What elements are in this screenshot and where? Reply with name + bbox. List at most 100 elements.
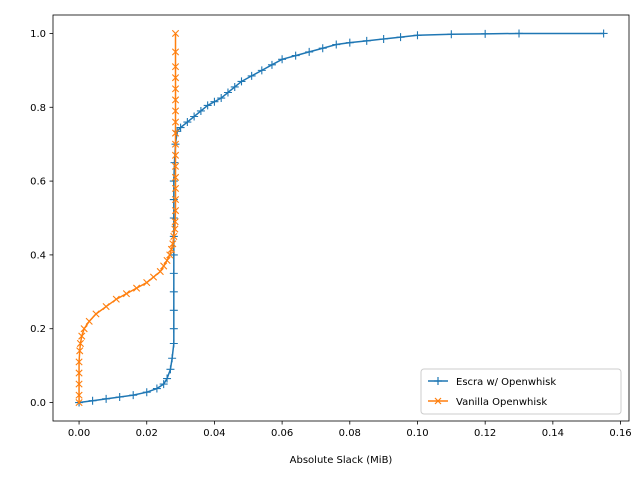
- plot-series: [75, 29, 608, 407]
- series-marker-0: [362, 36, 371, 45]
- series-marker-0: [203, 101, 212, 110]
- x-tick-label: 0.08: [339, 428, 361, 439]
- series-marker-0: [163, 374, 172, 383]
- series-marker-0: [210, 97, 219, 106]
- legend-marker-escra: [434, 377, 442, 385]
- series-marker-0: [267, 60, 276, 69]
- series-marker-1: [171, 140, 180, 148]
- series-marker-1: [75, 358, 83, 366]
- series-marker-1: [169, 240, 177, 248]
- y-tick-label: 0.6: [30, 177, 46, 188]
- series-marker-1: [143, 279, 151, 287]
- series-marker-0: [291, 51, 300, 60]
- series-marker-0: [183, 118, 192, 127]
- series-marker-1: [171, 218, 179, 226]
- series-marker-0: [190, 112, 199, 121]
- series-marker-0: [115, 393, 124, 402]
- series-marker-1: [171, 74, 180, 82]
- series-marker-1: [160, 262, 168, 270]
- series-marker-0: [196, 106, 205, 115]
- series-marker-0: [223, 88, 232, 97]
- legend-box: [420, 368, 622, 415]
- series-marker-1: [75, 391, 83, 399]
- series-marker-1: [92, 310, 100, 318]
- legend-label-vanilla: Vanilla Openwhisk: [456, 397, 547, 408]
- y-axis-ticks: 0.0 0.2 0.4 0.6 0.8 1.0: [30, 29, 53, 409]
- series-marker-1: [171, 118, 180, 126]
- x-tick-label: 0.10: [406, 428, 428, 439]
- x-tick-label: 0.14: [542, 428, 564, 439]
- series-marker-1: [171, 107, 180, 115]
- series-marker-1: [163, 256, 171, 265]
- series-marker-1: [171, 195, 180, 204]
- series-marker-0: [176, 123, 185, 132]
- x-tick-label: 0.02: [136, 428, 158, 439]
- series-marker-0: [159, 380, 168, 389]
- series-marker-1: [170, 232, 178, 241]
- y-tick-label: 0.8: [30, 103, 46, 114]
- x-tick-label: 0.00: [68, 428, 90, 439]
- series-marker-0: [129, 391, 138, 400]
- series-marker-1: [75, 398, 83, 407]
- series-marker-0: [447, 30, 456, 39]
- series-marker-1: [166, 251, 174, 259]
- series-marker-0: [396, 33, 405, 42]
- series-marker-1: [171, 225, 179, 233]
- series-marker-1: [75, 380, 83, 388]
- x-axis-ticks: 0.00 0.02 0.04 0.06 0.08 0.10 0.12 0.14 0.16: [68, 421, 632, 439]
- series-marker-0: [169, 306, 178, 315]
- x-axis-label: Absolute Slack (MiB): [290, 455, 393, 466]
- series-marker-0: [413, 31, 422, 40]
- series-marker-0: [152, 384, 161, 393]
- series-marker-0: [379, 34, 388, 43]
- series-marker-0: [230, 82, 239, 91]
- series-marker-1: [78, 332, 86, 340]
- series-marker-0: [88, 396, 97, 405]
- series-marker-0: [166, 365, 175, 374]
- series-marker-1: [171, 85, 180, 93]
- y-tick-label: 0.4: [30, 250, 46, 261]
- series-marker-1: [80, 325, 88, 333]
- series-marker-0: [332, 40, 341, 49]
- legend: Escra w/ Openwhisk Vanilla Openwhisk: [420, 368, 622, 415]
- series-marker-1: [171, 162, 180, 170]
- series-marker-0: [217, 94, 226, 103]
- y-tick-label: 0.0: [30, 398, 46, 409]
- series-marker-0: [169, 269, 178, 278]
- y-tick-label: 1.0: [30, 29, 46, 40]
- series-marker-1: [167, 245, 176, 253]
- series-marker-1: [171, 29, 180, 38]
- series-marker-1: [76, 339, 85, 348]
- series-marker-1: [75, 369, 83, 377]
- series-marker-0: [278, 55, 287, 64]
- series-marker-0: [168, 354, 177, 363]
- series-marker-0: [345, 38, 354, 47]
- series-marker-0: [237, 77, 246, 86]
- series-marker-1: [112, 295, 120, 303]
- series-marker-0: [599, 29, 608, 38]
- series-marker-1: [76, 347, 84, 355]
- series-marker-0: [142, 388, 151, 397]
- x-tick-label: 0.04: [203, 428, 225, 439]
- series-marker-0: [169, 339, 178, 348]
- series-marker-1: [171, 207, 180, 215]
- series-marker-0: [257, 66, 266, 75]
- series-marker-1: [171, 151, 180, 159]
- series-marker-1: [171, 173, 180, 181]
- y-tick-label: 0.2: [30, 324, 46, 335]
- legend-marker-vanilla: [434, 397, 442, 405]
- series-marker-0: [102, 394, 111, 403]
- series-marker-1: [171, 63, 180, 71]
- series-marker-1: [171, 129, 180, 137]
- series-marker-1: [171, 48, 180, 56]
- series-marker-1: [133, 284, 141, 292]
- series-marker-1: [171, 184, 180, 193]
- series-marker-1: [122, 290, 131, 298]
- x-tick-label: 0.12: [474, 428, 496, 439]
- series-marker-1: [149, 273, 158, 281]
- series-marker-1: [85, 317, 93, 325]
- series-marker-0: [481, 29, 490, 38]
- series-marker-0: [169, 287, 178, 296]
- series-marker-1: [102, 302, 110, 311]
